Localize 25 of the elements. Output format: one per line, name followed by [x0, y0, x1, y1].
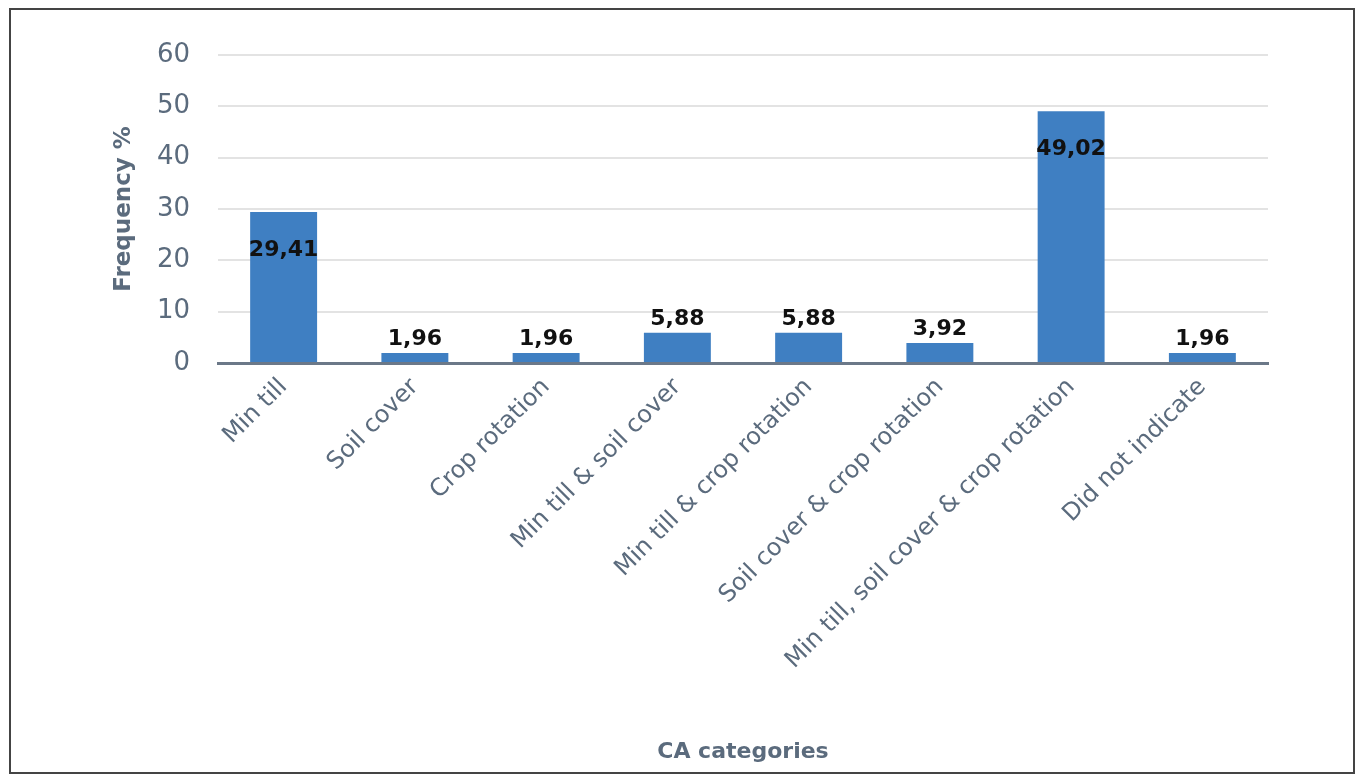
bar [512, 352, 580, 362]
bar [643, 332, 711, 362]
bar [1037, 111, 1105, 362]
data-label: 5,88 [650, 304, 705, 330]
y-tick-label: 30 [156, 191, 190, 222]
y-tick-label: 20 [156, 243, 190, 274]
y-tick-label: 0 [173, 345, 190, 376]
data-label: 5,88 [781, 304, 836, 330]
bar [381, 352, 449, 362]
data-label: 1,96 [518, 324, 574, 350]
data-label: 1,96 [1175, 324, 1230, 350]
data-label: 1,96 [387, 324, 443, 350]
y-tick-label: 50 [156, 89, 190, 120]
y-tick-label: 10 [156, 294, 190, 325]
data-label: 3,92 [912, 314, 968, 340]
x-tick-label: Min till [216, 372, 293, 449]
y-axis-title: Frequency % [108, 126, 135, 292]
bar [775, 332, 843, 362]
bar [906, 342, 974, 362]
y-tick-label: 40 [156, 140, 190, 171]
y-tick-label: 60 [156, 37, 190, 68]
data-label: 29,41 [248, 235, 319, 261]
x-axis-title: CA categories [657, 737, 829, 763]
bar [250, 212, 318, 362]
bar [1168, 352, 1236, 362]
